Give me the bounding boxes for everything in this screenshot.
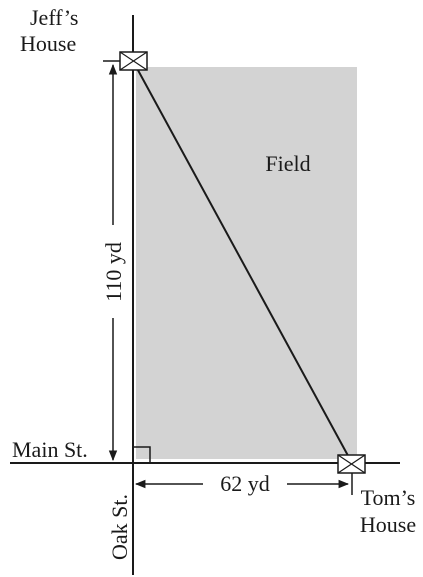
vertical-distance-label: 110 yd — [101, 242, 126, 302]
main-street-label: Main St. — [12, 437, 88, 462]
jeff-house-label-line1: Jeff’s — [30, 5, 78, 30]
tom-house-label-line1: Tom’s — [361, 485, 416, 510]
diagonal-path — [132, 60, 353, 464]
oak-street-label: Oak St. — [107, 494, 132, 560]
envelope-flap — [337, 454, 366, 474]
tom-house-marker — [337, 454, 366, 474]
horizontal-distance-label: 62 yd — [220, 471, 270, 496]
jeff-house-label-line2: House — [20, 31, 76, 56]
tom-house-label-line2: House — [360, 512, 416, 537]
envelope-flap — [119, 51, 148, 71]
jeff-house-marker — [119, 51, 148, 71]
right-angle-marker — [133, 446, 151, 463]
field-label: Field — [265, 151, 310, 176]
